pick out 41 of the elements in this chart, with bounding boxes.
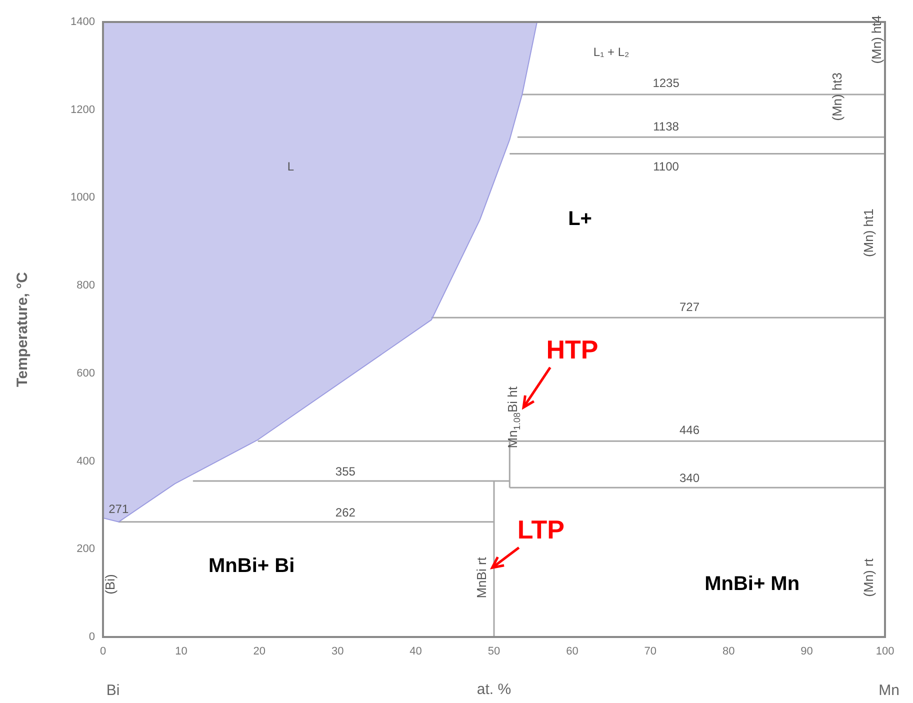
x-tick-label: 100 [876,646,894,658]
annotation: L+ [568,208,592,230]
annotation: LTP [517,514,565,545]
x-tick-label: 90 [800,646,813,658]
annotation: MnBi+ Bi [208,555,295,578]
x-axis-title: at. % [476,681,512,698]
annotation: 727 [679,300,700,314]
x-tick-label: 80 [722,646,735,658]
annotation: L₁ + L₂ [593,45,630,60]
annotation: (Mn) ht3 [830,72,845,121]
y-tick-label: 0 [88,631,95,644]
y-tick-label: 200 [76,543,95,556]
annotation: (Bi) [102,574,118,594]
annotation: 1100 [653,159,680,174]
y-tick-label: 1200 [70,104,95,116]
annotation: 446 [679,422,700,437]
x-tick-label: 30 [331,646,344,658]
x-tick-label: 10 [175,646,188,658]
text: Mn [878,682,900,700]
annotation: (Mn) rt [860,558,876,597]
annotation: MnBi+ Mn [704,572,800,595]
annotation: HTP [546,334,598,365]
y-tick-label: 400 [76,455,95,468]
x-tick-label: 40 [410,646,422,658]
x-tick-label: 0 [100,646,106,658]
y-tick-label: 800 [76,280,95,292]
y-tick-label: 1000 [70,192,95,204]
annotation: MnBi rt [474,556,489,598]
annotation: 1235 [652,76,680,90]
annotation: 1138 [653,120,680,134]
x-tick-label: 70 [644,646,657,658]
y-tick-label: 600 [76,367,95,380]
annotation: 340 [679,471,700,486]
x-tick-label: 50 [488,646,500,658]
annotation: (Mn) ht4 [868,15,884,64]
y-axis-title: Temperature, °C [14,272,32,387]
annotation: (Mn) ht1 [860,208,876,258]
text: Bi [106,682,120,700]
y-tick-label: 1400 [70,16,95,28]
x-tick-label: 60 [566,646,578,658]
x-tick-label: 20 [253,646,266,658]
